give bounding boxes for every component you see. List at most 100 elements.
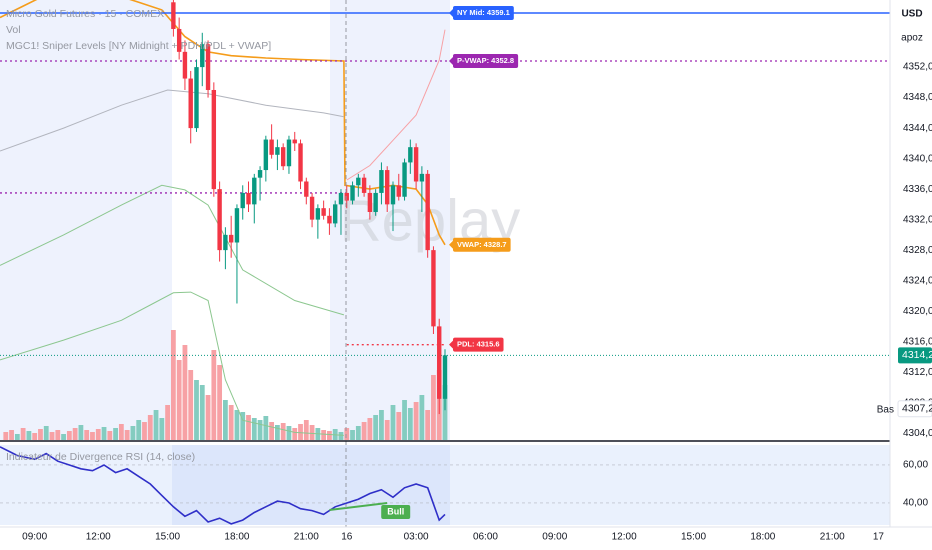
level-tag-pointer: [449, 57, 453, 66]
volume-bar: [136, 420, 142, 440]
y-tick-label: 60,00: [903, 460, 928, 471]
indicator-line: [0, 0, 446, 246]
level-tag-label: PDL: 4315.6: [457, 340, 500, 349]
level-tag-label: P-VWAP: 4352.8: [457, 56, 514, 65]
candle-body: [408, 147, 413, 163]
volume-bar: [222, 400, 228, 440]
x-tick-label: 09:00: [542, 532, 567, 543]
volume-bar: [14, 434, 20, 440]
volume-bar: [38, 429, 43, 440]
volume-bar: [269, 422, 275, 440]
volume-bar: [78, 425, 84, 440]
volume-bar: [107, 431, 113, 440]
indicator-line: [0, 184, 345, 316]
candle-body: [182, 51, 188, 79]
candle-body: [419, 173, 425, 182]
volume-bar: [275, 425, 280, 440]
volume-bar: [309, 425, 315, 440]
volume-bar: [90, 432, 95, 440]
y-tick-label: 4344,0: [903, 123, 932, 134]
volume-bar: [228, 405, 234, 440]
user-label[interactable]: apoz: [901, 33, 923, 44]
volume-bar: [240, 412, 246, 440]
volume-bar: [390, 405, 396, 440]
y-tick-label: 4340,0: [903, 153, 932, 164]
candle-body: [344, 192, 349, 201]
volume-bar: [379, 410, 384, 440]
volume-bar: [32, 433, 38, 440]
volume-bar: [280, 423, 286, 440]
x-tick-label: 17: [873, 532, 885, 543]
candle-body: [304, 181, 309, 197]
volume-bar: [338, 432, 344, 440]
volume-bar: [407, 408, 413, 440]
candle-body: [292, 139, 297, 144]
volume-bar: [159, 418, 165, 440]
candle-body: [321, 208, 326, 216]
volume-bar: [113, 428, 118, 440]
indicator-label: Vol: [6, 24, 21, 36]
volume-bar: [292, 428, 298, 440]
divergence-line: [329, 502, 388, 511]
volume-bar: [188, 370, 194, 440]
candle-body: [228, 234, 234, 243]
rsi-pane: Bull: [0, 446, 890, 525]
volume-bar: [199, 385, 205, 440]
level-tag-pointer: [449, 8, 453, 17]
candle-body: [390, 185, 396, 205]
volume-bar: [211, 350, 217, 440]
candle-body: [211, 89, 217, 190]
x-tick-label: 12:00: [86, 532, 111, 543]
candle-body: [385, 170, 390, 205]
level-tag: [453, 337, 504, 352]
volume-bar: [176, 360, 182, 440]
candle-body: [413, 147, 419, 182]
volume-bar: [419, 395, 425, 440]
indicator-line: [0, 89, 344, 152]
divergence-label: Bull: [387, 506, 404, 516]
x-tick-label: 18:00: [224, 532, 249, 543]
volume-bar: [425, 410, 431, 440]
volume-bar: [130, 426, 136, 440]
last-price-tag: [898, 347, 932, 364]
candle-body: [315, 208, 321, 220]
candle-body: [437, 326, 442, 399]
rsi-line: [0, 446, 446, 525]
chart-title: Micro Gold Futures · 15 · COMEX: [6, 8, 164, 20]
level-tag: [453, 237, 511, 252]
volume-bar: [246, 415, 251, 440]
candle-body: [338, 192, 344, 205]
level-tag-pointer: [449, 240, 453, 249]
volume-bar: [263, 416, 269, 440]
volume-bar: [367, 418, 373, 440]
currency[interactable]: USD: [901, 9, 922, 20]
volume-bar: [384, 420, 390, 440]
volume-bar: [298, 424, 303, 440]
y-tick-label: 4324,0: [903, 275, 932, 286]
candle-body: [223, 234, 228, 251]
candle-body: [252, 177, 257, 205]
x-tick-label: 18:00: [750, 532, 775, 543]
session-shade: [0, 0, 172, 440]
volume-bar: [327, 431, 332, 440]
volume-bar: [55, 430, 61, 440]
volume-bar: [165, 405, 170, 440]
x-tick-label: 15:00: [155, 532, 180, 543]
volume-bar: [344, 428, 350, 440]
volume-bar: [142, 422, 147, 440]
candle-body: [246, 192, 251, 205]
volume-bar: [234, 410, 240, 440]
level-tag-pointer: [449, 340, 453, 349]
y-tick-label: 4316,0: [903, 336, 932, 347]
volume-bar: [101, 427, 107, 440]
volume-bar: [182, 345, 188, 440]
candle-body: [431, 250, 436, 327]
volume-bar: [20, 428, 26, 440]
indicator-line: [0, 291, 344, 436]
candle-body: [379, 170, 384, 193]
volume-bar: [373, 415, 379, 440]
candle-body: [309, 196, 315, 220]
divergence-tag: [381, 504, 411, 519]
candle-body: [263, 139, 269, 171]
